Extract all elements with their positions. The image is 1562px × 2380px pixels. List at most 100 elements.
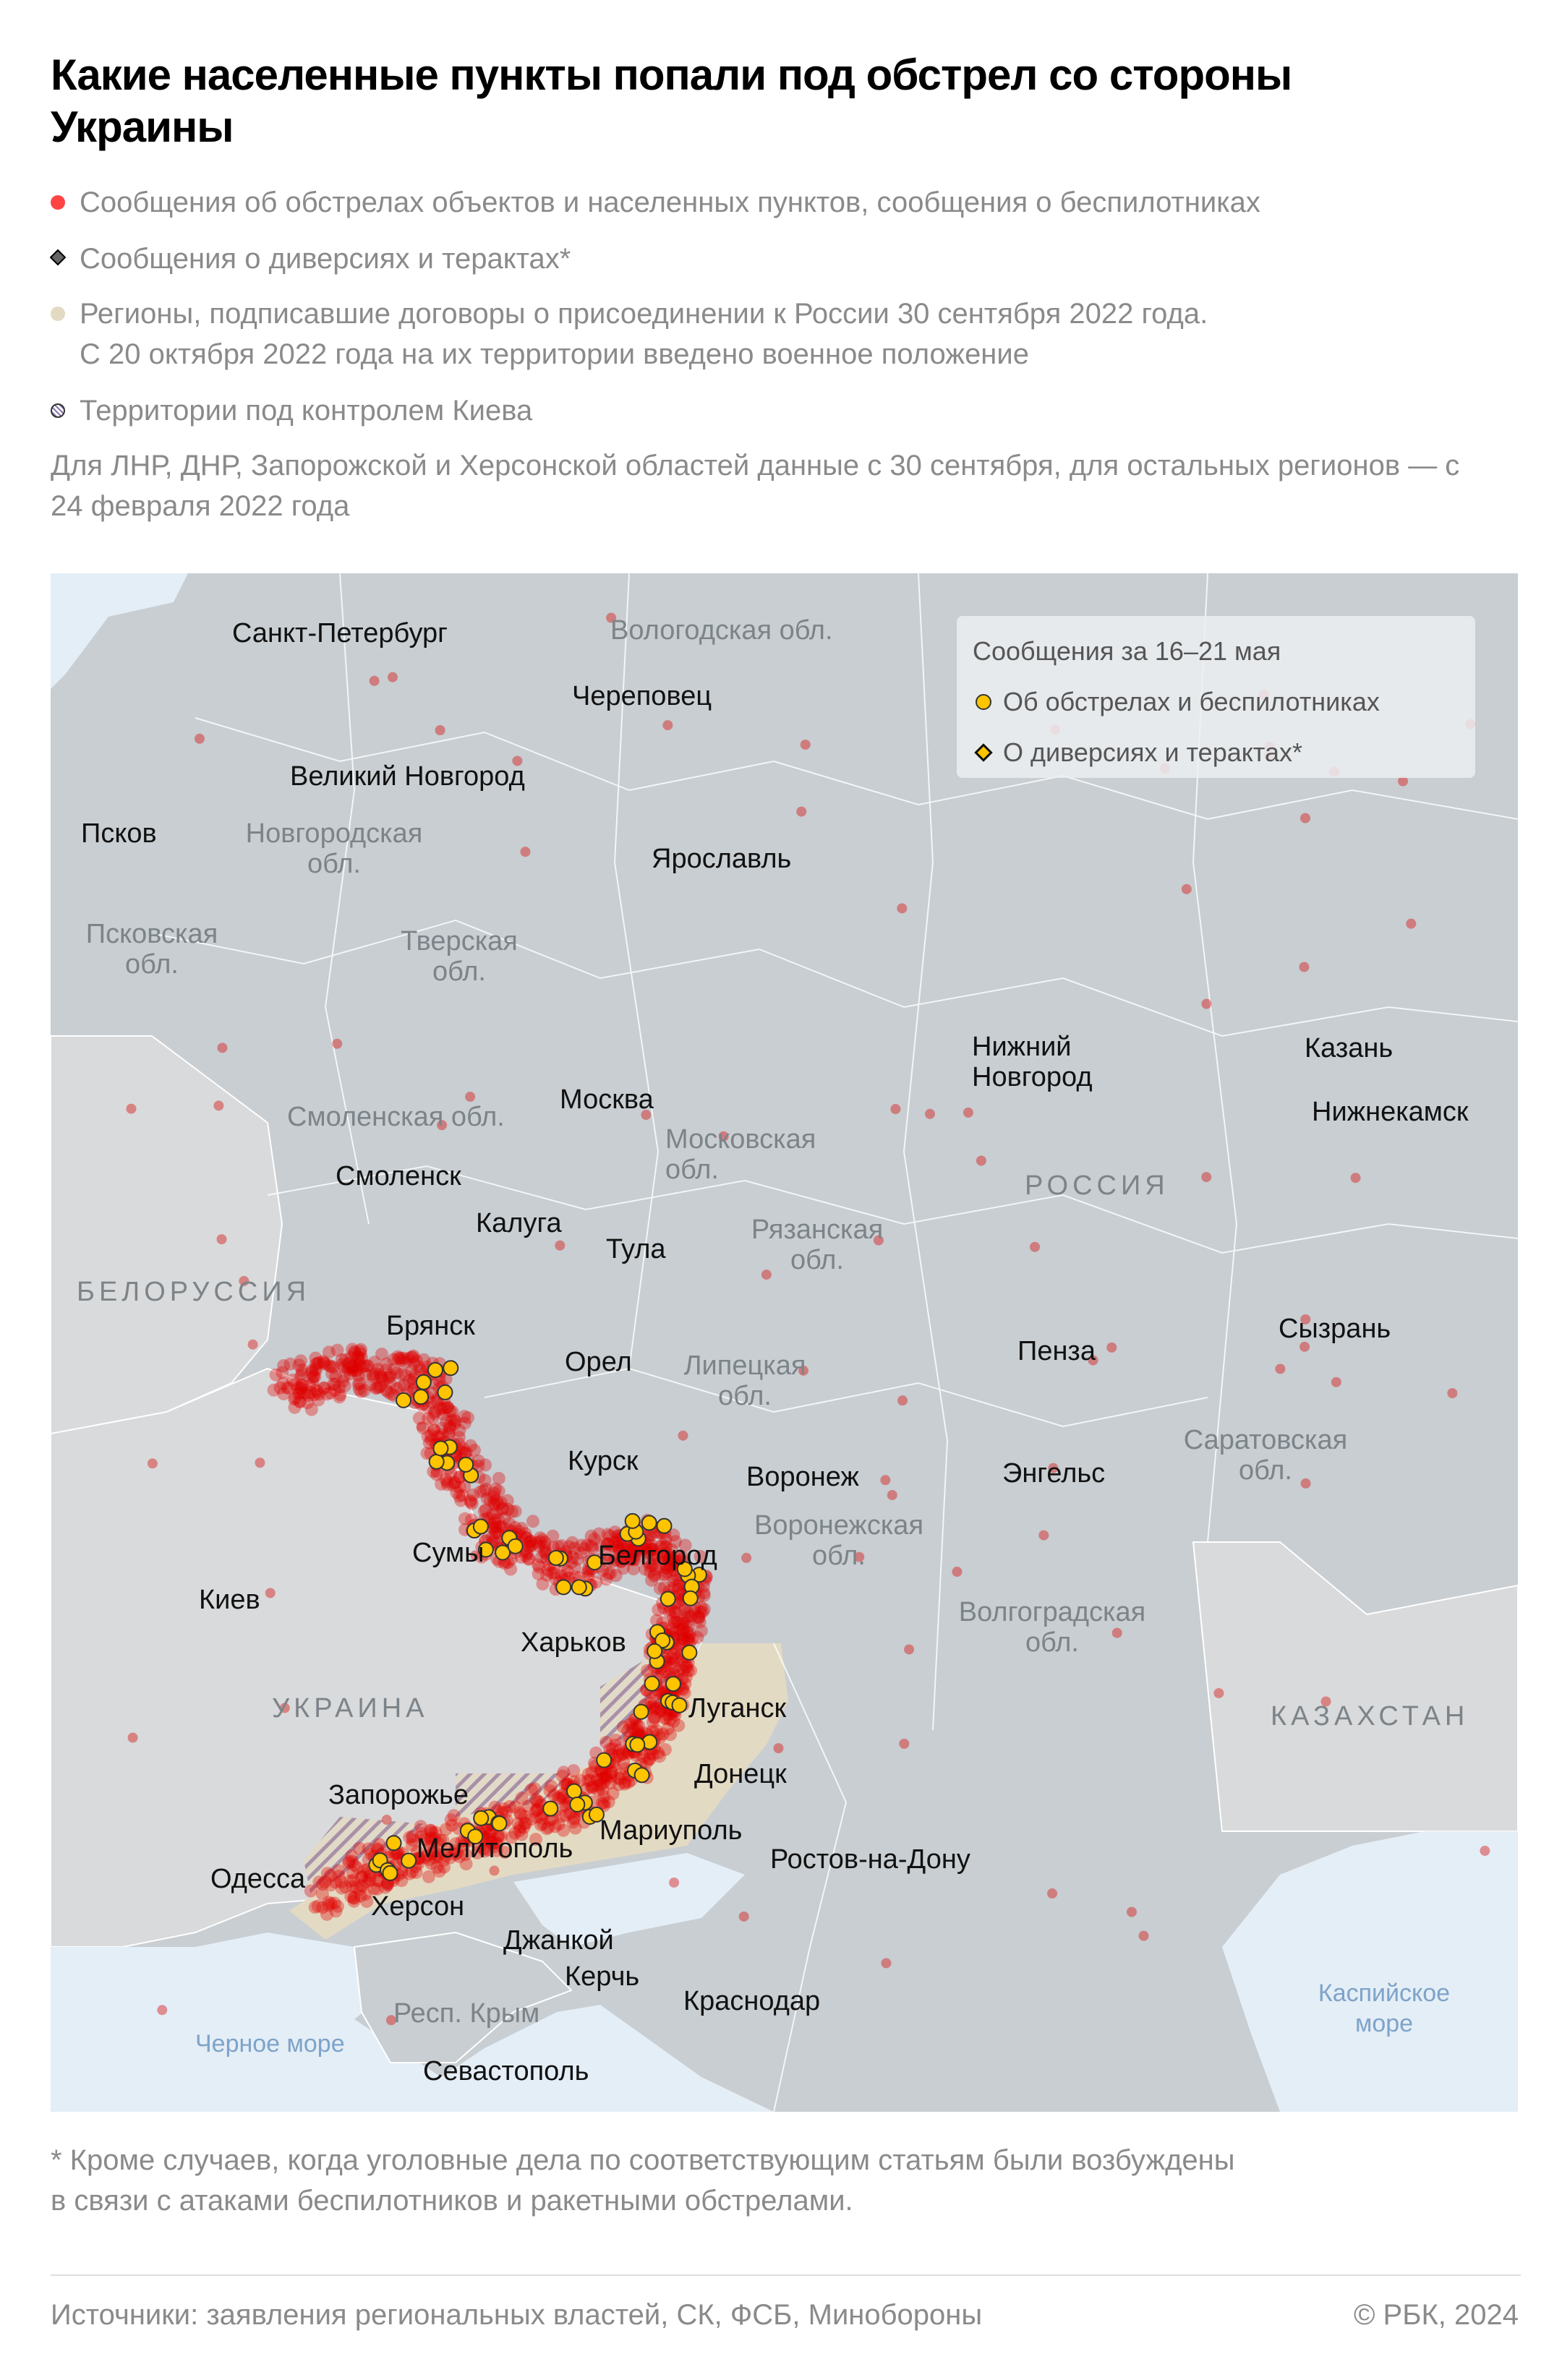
shelling-marker: [581, 1767, 595, 1781]
shelling-marker: [597, 1796, 611, 1810]
sources: Источники: заявления региональных власте…: [51, 2299, 983, 2331]
shelling-marker: [309, 1364, 323, 1377]
shelling-marker: [374, 1369, 388, 1383]
shelling-marker: [372, 1380, 386, 1394]
shelling-marker: [534, 1811, 548, 1825]
yellow-diamond-icon: [974, 743, 993, 762]
shelling-marker: [1088, 1355, 1098, 1366]
shelling-marker: [581, 1773, 594, 1787]
shelling-marker: [422, 1436, 436, 1450]
shelling-marker: [464, 1494, 477, 1507]
recent-shelling-marker: [676, 1561, 693, 1578]
shelling-marker: [514, 1550, 528, 1564]
shelling-marker: [520, 1531, 534, 1545]
map[interactable]: Санкт-Петербург Вологодская обл. Черепов…: [51, 573, 1518, 2112]
shelling-marker: [483, 1832, 497, 1846]
shelling-marker: [611, 1540, 625, 1554]
shelling-marker: [618, 1544, 632, 1557]
shelling-marker: [593, 1773, 607, 1787]
city-label: Великий Новгород: [290, 761, 525, 792]
shelling-marker: [437, 1401, 451, 1415]
shelling-marker: [672, 1638, 686, 1651]
shelling-marker: [385, 1387, 398, 1401]
shelling-marker: [294, 1382, 308, 1395]
shelling-marker: [646, 1700, 660, 1713]
shelling-marker: [664, 1559, 678, 1573]
shelling-marker: [667, 1554, 680, 1568]
shelling-marker: [448, 1418, 461, 1431]
shelling-marker: [443, 1851, 457, 1865]
shelling-marker: [1300, 1478, 1311, 1489]
shelling-marker: [324, 1878, 338, 1892]
shelling-marker: [300, 1387, 314, 1400]
shelling-marker: [508, 1800, 522, 1814]
shelling-marker: [532, 1795, 546, 1809]
shelling-marker: [773, 1743, 784, 1754]
shelling-marker: [213, 1100, 224, 1111]
shelling-marker: [521, 1535, 535, 1549]
shelling-marker: [344, 1350, 358, 1364]
shelling-marker: [453, 1470, 466, 1484]
shelling-marker: [383, 1881, 393, 1892]
city-label: Джанкой: [503, 1925, 614, 1956]
shelling-marker: [515, 1791, 529, 1805]
shelling-marker: [490, 1844, 503, 1857]
shelling-marker: [456, 1489, 469, 1502]
shelling-marker: [518, 1816, 532, 1830]
shelling-marker: [424, 1429, 438, 1442]
recent-shelling-marker: [467, 1828, 484, 1845]
shelling-marker: [292, 1358, 306, 1372]
shelling-marker: [644, 1543, 658, 1557]
shelling-marker: [1275, 1364, 1286, 1374]
shelling-marker: [523, 1540, 537, 1554]
recent-shelling-marker: [624, 1512, 641, 1529]
recent-shelling-marker: [566, 1783, 582, 1799]
shelling-marker: [465, 1497, 479, 1510]
shelling-marker: [761, 1270, 772, 1280]
shelling-marker: [1447, 1388, 1458, 1399]
shelling-marker: [450, 1486, 464, 1499]
shelling-marker: [349, 1364, 363, 1377]
recent-shelling-marker: [555, 1579, 572, 1596]
shelling-marker: [648, 1694, 662, 1708]
shelling-marker: [612, 1778, 626, 1792]
shelling-marker: [449, 1837, 463, 1851]
recent-shelling-marker: [641, 1515, 657, 1531]
shelling-marker: [665, 1622, 679, 1636]
shelling-marker: [448, 1844, 461, 1858]
shelling-marker: [547, 1566, 561, 1580]
recent-shelling-marker: [586, 1554, 603, 1571]
shelling-marker: [390, 1382, 404, 1395]
shelling-marker: [669, 1877, 680, 1888]
shelling-marker: [1299, 1341, 1310, 1352]
shelling-marker: [515, 1521, 529, 1535]
shelling-marker: [306, 1370, 320, 1384]
shelling-marker: [515, 1828, 529, 1841]
shelling-marker: [338, 1379, 351, 1392]
shelling-marker: [1350, 1173, 1361, 1183]
shelling-marker: [520, 847, 531, 857]
shelling-marker: [522, 1552, 536, 1566]
city-label: Харьков: [521, 1627, 626, 1658]
shelling-marker: [437, 1408, 451, 1421]
shelling-marker: [672, 1718, 686, 1732]
shelling-marker: [443, 1419, 456, 1433]
shelling-marker: [344, 1890, 358, 1904]
shelling-marker: [649, 1547, 662, 1561]
recent-shelling-marker: [443, 1360, 459, 1377]
shelling-marker: [976, 1155, 986, 1166]
shelling-marker: [309, 1357, 323, 1371]
shelling-marker: [1047, 1888, 1058, 1899]
shelling-marker: [537, 1546, 551, 1559]
shelling-marker: [568, 1541, 581, 1555]
shelling-marker: [671, 1583, 685, 1596]
recent-shelling-marker: [472, 1518, 489, 1535]
shelling-marker: [614, 1551, 628, 1565]
shelling-marker: [678, 1430, 688, 1441]
shelling-marker: [419, 1851, 432, 1865]
shelling-marker: [660, 1561, 673, 1575]
shelling-marker: [613, 1543, 626, 1557]
shelling-marker: [601, 1554, 615, 1568]
shelling-marker: [644, 1696, 657, 1710]
shelling-marker: [311, 1356, 325, 1370]
